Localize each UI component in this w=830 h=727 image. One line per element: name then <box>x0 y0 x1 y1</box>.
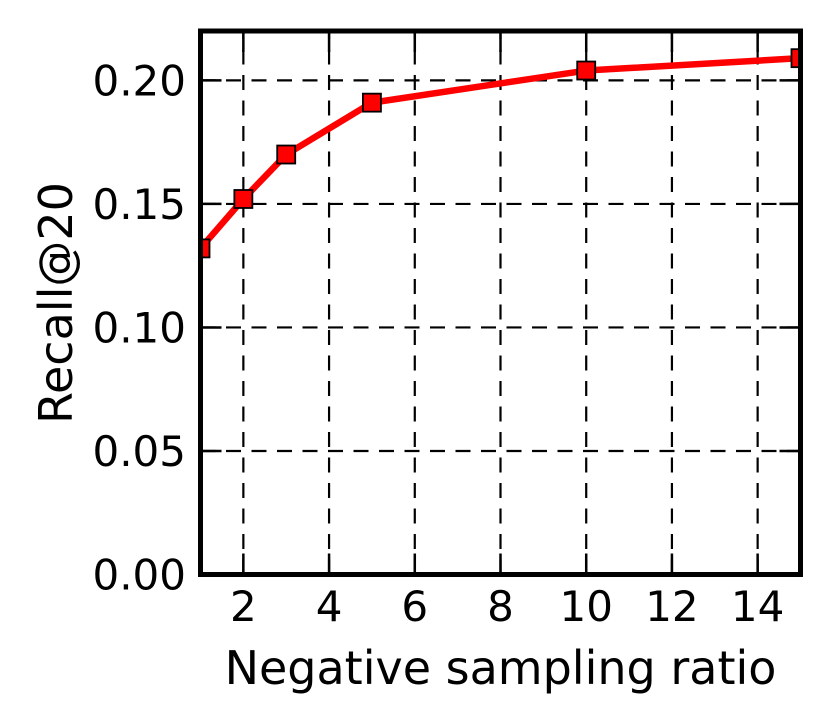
data-point-marker <box>276 144 297 165</box>
plot-border <box>198 28 803 577</box>
y-tick-label: 0.05 <box>92 427 186 476</box>
y-axis-label: Recall@20 <box>29 182 83 424</box>
x-tick-label: 10 <box>559 582 612 631</box>
x-tick-label: 2 <box>230 582 257 631</box>
x-axis-label: Negative sampling ratio <box>225 641 777 695</box>
x-tick-label: 12 <box>645 582 698 631</box>
gridlines <box>200 31 801 575</box>
data-point-marker <box>576 60 597 81</box>
y-tick-label: 0.00 <box>92 551 186 600</box>
x-tick-label: 14 <box>731 582 784 631</box>
y-tick-labels: 0.00 0.05 0.10 0.15 0.20 <box>92 56 186 599</box>
x-tick-label: 6 <box>401 582 428 631</box>
y-tick-label: 0.15 <box>92 180 186 229</box>
data-point-marker <box>200 238 211 259</box>
x-tick-labels: 2 4 6 8 10 12 14 <box>230 582 784 631</box>
x-tick-label: 8 <box>487 582 514 631</box>
y-tick-label: 0.10 <box>92 303 186 352</box>
data-point-marker <box>790 48 801 69</box>
data-point-marker <box>233 189 254 209</box>
x-tick-label: 4 <box>316 582 343 631</box>
data-series <box>200 48 801 259</box>
data-point-marker <box>362 92 382 113</box>
y-tick-label: 0.20 <box>92 56 186 105</box>
